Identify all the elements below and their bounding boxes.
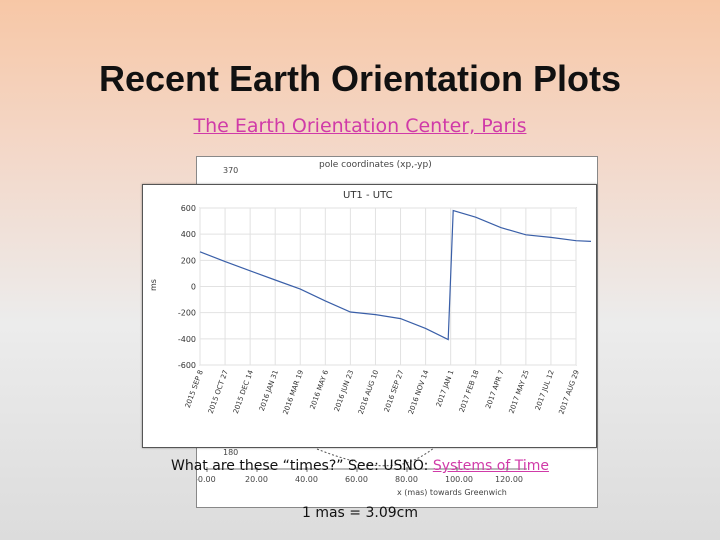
ut1-utc-grid <box>199 207 577 366</box>
polar-motion-x-ticks: -0.00 20.00 40.00 60.00 80.00 100.00 120.00 <box>197 467 523 484</box>
ut1-utc-x-ticks: 2015 SEP 8 2015 OCT 27 2015 DEC 14 2016 JAN… <box>184 368 581 415</box>
ut1-utc-y-tick-label: -600 <box>178 361 196 370</box>
ut1-utc-x-tick-label: 2016 AUG 10 <box>357 369 380 415</box>
ut1-utc-x-tick-label: 2017 JUL 12 <box>534 369 556 411</box>
ut1-utc-y-tick-label: 0 <box>191 283 196 292</box>
earth-orientation-center-link[interactable]: The Earth Orientation Center, Paris <box>193 115 527 137</box>
slide-title: Recent Earth Orientation Plots <box>98 58 622 99</box>
polar-motion-x-tick-label: 80.00 <box>395 475 418 484</box>
ut1-utc-x-tick-label: 2016 SEP 27 <box>383 369 406 413</box>
polar-motion-x-tick-label: 60.00 <box>345 475 368 484</box>
ut1-utc-x-tick-label: 2015 DEC 14 <box>232 368 255 414</box>
ut1-utc-plot: UT1 - UTC ms 600 400 200 0 -200 -400 -600 2015… <box>142 184 597 448</box>
ut1-utc-y-tick-label: 200 <box>181 256 196 265</box>
ut1-utc-x-tick-label: 2017 AUG 29 <box>557 369 580 415</box>
polar-motion-y-tick: 180 <box>223 448 238 457</box>
ut1-utc-y-tick-label: -400 <box>178 335 196 344</box>
polar-motion-x-label: x (mas) towards Greenwich <box>397 488 507 497</box>
ut1-utc-x-tick-label: 2016 NOV 14 <box>407 368 431 415</box>
ut1-utc-series-line <box>199 209 592 341</box>
polar-motion-x-tick-label: 40.00 <box>295 475 318 484</box>
ut1-utc-x-tick-label: 2016 MAY 6 <box>309 368 331 410</box>
polar-motion-curve <box>316 446 436 467</box>
ut1-utc-x-tick-label: 2016 JUN 23 <box>333 369 355 413</box>
times-question: What are these “times?” See: USNO: Syste… <box>0 458 720 474</box>
ut1-utc-y-tick-label: -200 <box>178 309 196 318</box>
ut1-utc-x-tick-label: 2016 JAN 31 <box>258 369 280 412</box>
polar-motion-x-tick-label: -0.00 <box>197 475 216 484</box>
polar-motion-x-tick-label: 100.00 <box>445 475 473 484</box>
ut1-utc-ylabel: ms <box>149 279 158 291</box>
ut1-utc-svg: UT1 - UTC ms 600 400 200 0 -200 -400 -600 2015… <box>149 190 592 416</box>
ut1-utc-x-tick-label: 2017 JAN 1 <box>435 369 456 408</box>
ut1-utc-x-tick-label: 2017 APR 7 <box>484 369 505 410</box>
polar-motion-title: pole coordinates (xp,-yp) <box>319 160 432 170</box>
ut1-utc-x-tick-label: 2015 OCT 27 <box>207 369 230 415</box>
polar-motion-x-tick-label: 20.00 <box>245 475 268 484</box>
polar-motion-top-tick: 370 <box>223 166 238 175</box>
times-question-text: What are these “times?” See: USNO: <box>171 458 433 474</box>
mas-conversion-note: 1 mas = 3.09cm <box>301 505 418 521</box>
ut1-utc-x-tick-label: 2016 MAR 19 <box>282 369 306 416</box>
ut1-utc-x-tick-label: 2017 MAY 25 <box>508 369 531 415</box>
systems-of-time-link[interactable]: Systems of Time <box>432 458 549 474</box>
ut1-utc-x-tick-label: 2015 SEP 8 <box>184 369 205 409</box>
polar-motion-x-tick-label: 120.00 <box>495 475 523 484</box>
ut1-utc-x-tick-label: 2017 FEB 18 <box>458 369 481 413</box>
ut1-utc-y-tick-label: 400 <box>181 230 196 239</box>
polar-motion-svg: pole coordinates (xp,-yp) 370 180 -0.00 2… <box>197 160 527 497</box>
ut1-utc-y-ticks: 600 400 200 0 -200 -400 -600 <box>178 204 196 370</box>
ut1-utc-title: UT1 - UTC <box>343 190 393 201</box>
ut1-utc-y-tick-label: 600 <box>181 204 196 213</box>
